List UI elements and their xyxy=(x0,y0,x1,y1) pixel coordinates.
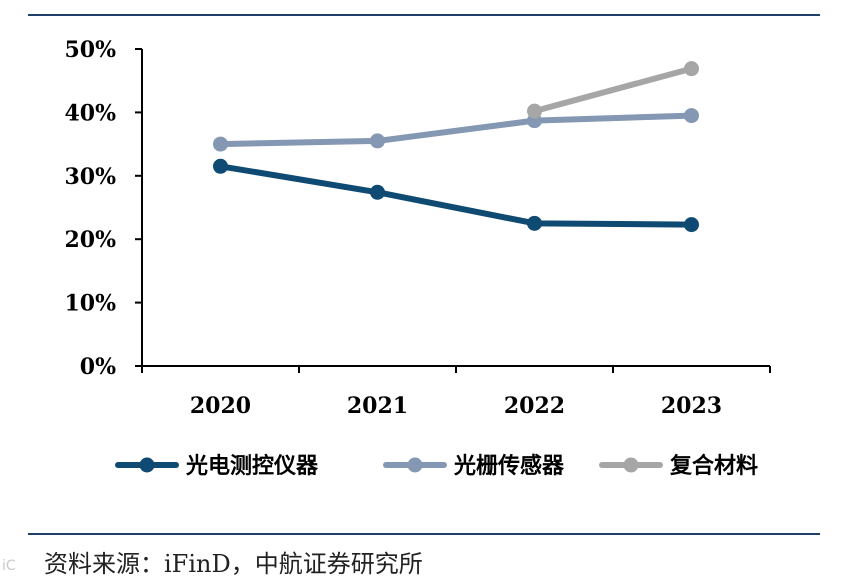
source-note: 资料来源：iFinD，中航证券研究所 xyxy=(44,550,423,578)
bottom-rule xyxy=(28,533,820,535)
data-point xyxy=(213,136,228,152)
data-point xyxy=(370,133,385,149)
y-tick-label: 10% xyxy=(64,291,116,317)
legend-label: 复合材料 xyxy=(669,453,758,479)
y-tick-label: 40% xyxy=(64,100,116,126)
data-point xyxy=(684,217,699,233)
y-tick-label: 0% xyxy=(80,354,116,380)
data-point xyxy=(370,184,385,200)
x-tick-label: 2021 xyxy=(347,393,408,419)
legend-item: 光电测控仪器 xyxy=(115,453,319,479)
data-point xyxy=(684,61,699,77)
y-tick-label: 50% xyxy=(64,37,116,63)
legend-item: 复合材料 xyxy=(599,453,758,479)
series-line xyxy=(217,112,695,148)
top-rule xyxy=(28,14,820,16)
legend: 光电测控仪器 光栅传感器 复合材料 xyxy=(115,453,758,479)
series-line xyxy=(531,65,695,115)
data-point xyxy=(684,108,699,124)
axes: 0% 10% 20% 30% 40% 50% 2020 2021 2022 2023 xyxy=(64,37,771,419)
legend-marker xyxy=(407,457,423,473)
y-tick-label: 30% xyxy=(64,164,116,190)
x-tick-label: 2022 xyxy=(504,393,565,419)
series-layer xyxy=(213,61,699,233)
data-point xyxy=(527,215,542,231)
legend-label: 光电测控仪器 xyxy=(185,453,319,479)
legend-label: 光栅传感器 xyxy=(453,453,565,479)
watermark: iC xyxy=(2,558,16,574)
y-tick-label: 20% xyxy=(64,227,116,253)
legend-marker xyxy=(139,457,155,473)
data-point xyxy=(213,158,228,174)
x-tick-label: 2023 xyxy=(661,393,722,419)
data-point xyxy=(527,103,542,119)
series-line xyxy=(217,163,695,228)
series-1 xyxy=(213,158,699,233)
series-3 xyxy=(527,61,699,119)
legend-marker xyxy=(623,457,639,473)
legend-item: 光栅传感器 xyxy=(383,453,565,479)
x-tick-label: 2020 xyxy=(190,393,251,419)
line-chart: 0% 10% 20% 30% 40% 50% 2020 2021 2022 2023 光电测控仪器… xyxy=(64,37,771,479)
series-2 xyxy=(213,108,699,152)
